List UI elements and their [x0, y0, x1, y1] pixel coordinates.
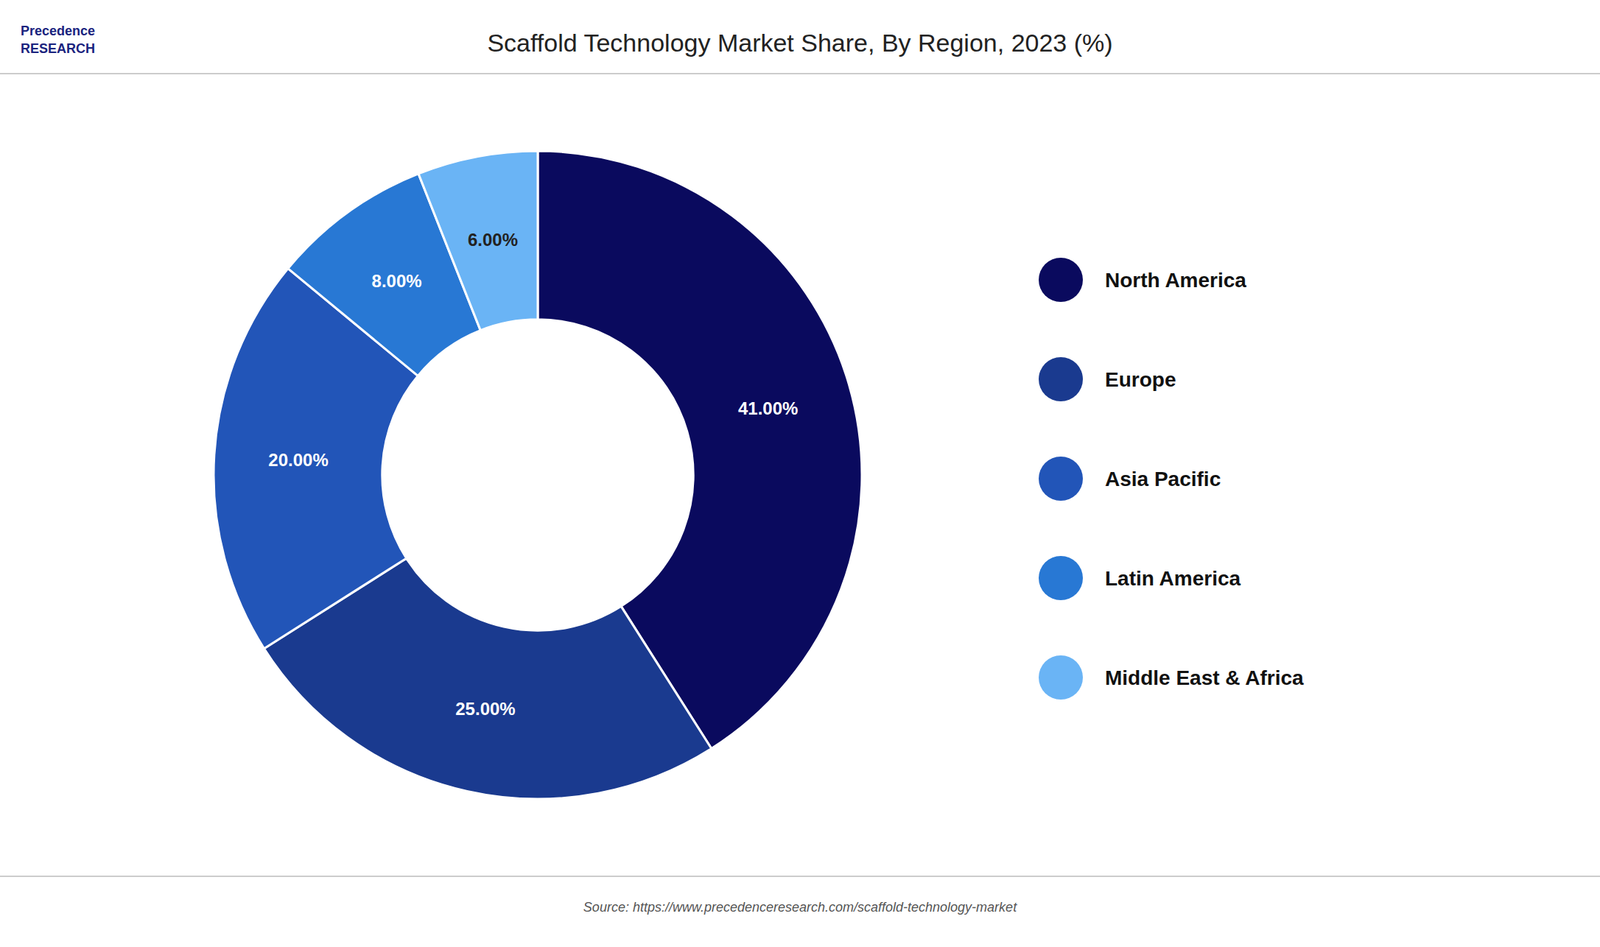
wedge: [418, 151, 538, 331]
logo-line: RESEARCH: [20, 41, 96, 56]
legend-entry: Latin America: [1104, 567, 1242, 591]
legend-entry: North America: [1104, 268, 1247, 292]
divider-bottom: [0, 875, 1600, 878]
legend-swatch: [1038, 655, 1083, 700]
legend-swatch: [1038, 357, 1083, 402]
legend-swatch: [1038, 556, 1083, 601]
data-label: 6.00%: [467, 229, 518, 250]
chart-svg: Scaffold Technology Market Share, By Reg…: [0, 0, 1600, 947]
logo-line: Precedence: [20, 23, 96, 39]
data-labels: 41.00% 25.00% 20.00% 8.00% 6.00%: [268, 229, 798, 720]
legend-swatch: [1038, 456, 1083, 501]
data-label: 41.00%: [738, 398, 798, 419]
data-label: 8.00%: [372, 271, 423, 291]
legend-entry: Middle East & Africa: [1104, 666, 1304, 690]
data-label: 25.00%: [455, 699, 515, 719]
title: Scaffold Technology Market Share, By Reg…: [486, 28, 1113, 57]
legend: North America Europe Asia Pacific Latin Ame…: [1038, 257, 1304, 700]
page: {"chart_data": {"type": "donut", "title"…: [0, 0, 1600, 947]
background: [0, 0, 1600, 947]
data-label: 20.00%: [268, 450, 328, 470]
legend-entry: Europe: [1104, 368, 1176, 392]
wedges: [213, 151, 862, 800]
source: Source: https://www.precedenceresearch.c…: [583, 900, 1018, 915]
chart-container: Scaffold Technology Market Share, By Reg…: [0, 0, 1600, 947]
divider-top: [0, 72, 1600, 75]
logo: Precedence RESEARCH: [20, 23, 96, 56]
legend-swatch: [1038, 257, 1083, 303]
legend-entry: Asia Pacific: [1104, 467, 1221, 491]
